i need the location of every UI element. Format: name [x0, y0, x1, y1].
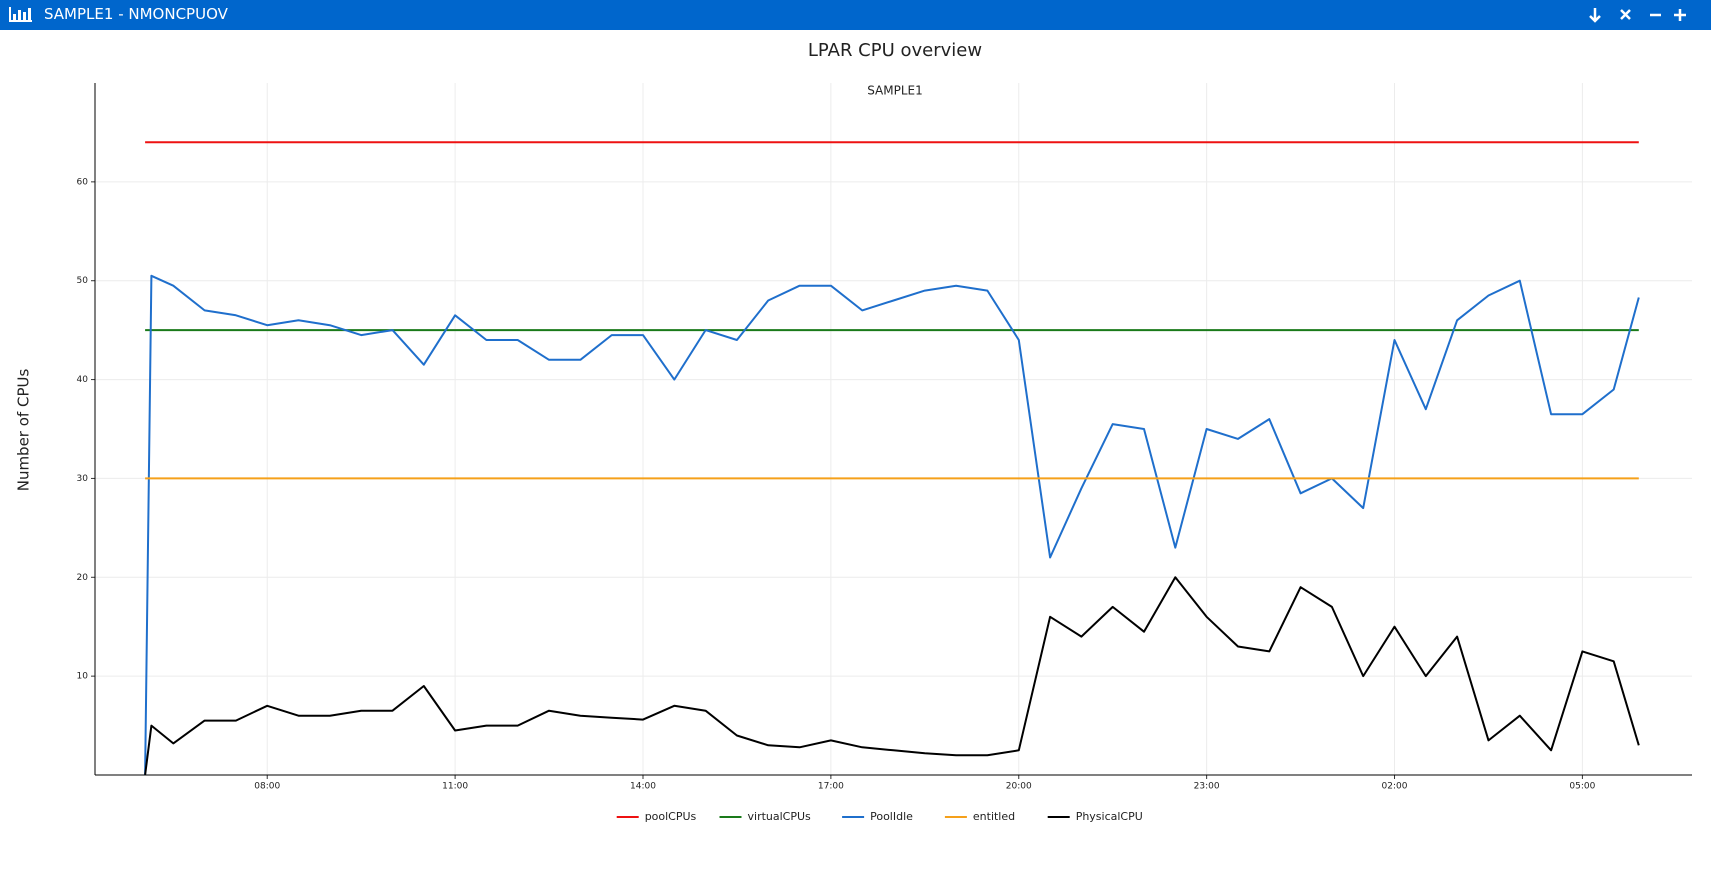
legend: poolCPUs virtualCPUs PoolIdle entitled Physi…: [616, 810, 1143, 823]
x-tick-label: 14:00: [630, 782, 656, 792]
legend-label: virtualCPUs: [748, 810, 812, 823]
y-tick-label: 30: [77, 474, 89, 484]
window-title: SAMPLE1 - NMONCPUOV: [44, 5, 228, 23]
window-controls: [1589, 8, 1686, 23]
y-axis-label: Number of CPUs: [15, 369, 33, 492]
y-tick-label: 60: [77, 177, 89, 187]
chart-subtitle: SAMPLE1: [867, 84, 923, 98]
legend-label: PhysicalCPU: [1076, 810, 1143, 823]
y-tick-label: 10: [77, 672, 89, 682]
x-tick-label: 05:00: [1569, 782, 1595, 792]
title-bar: SAMPLE1 - NMONCPUOV: [0, 0, 1711, 30]
y-tick-label: 40: [77, 375, 89, 385]
x-tick-label: 17:00: [818, 782, 844, 792]
close-button[interactable]: [1620, 9, 1631, 20]
maximize-button[interactable]: [1674, 9, 1686, 21]
x-tick-label: 11:00: [442, 782, 468, 792]
legend-label: poolCPUs: [645, 810, 697, 823]
series-line: [144, 576, 1640, 776]
y-tick-label: 50: [77, 276, 89, 286]
app-icon: [9, 7, 32, 22]
x-tick-label: 08:00: [254, 782, 280, 792]
x-tick-label: 02:00: [1382, 782, 1408, 792]
series-line: [144, 274, 1640, 776]
legend-label: entitled: [973, 810, 1015, 823]
chart: LPAR CPU overview SAMPLE1 Number of CPUs…: [15, 40, 1692, 823]
chart-title: LPAR CPU overview: [808, 40, 982, 61]
legend-label: PoolIdle: [870, 810, 913, 823]
y-tick-label: 20: [77, 573, 89, 583]
x-tick-label: 20:00: [1006, 782, 1032, 792]
x-tick-label: 23:00: [1194, 782, 1220, 792]
collapse-button[interactable]: [1589, 8, 1601, 23]
